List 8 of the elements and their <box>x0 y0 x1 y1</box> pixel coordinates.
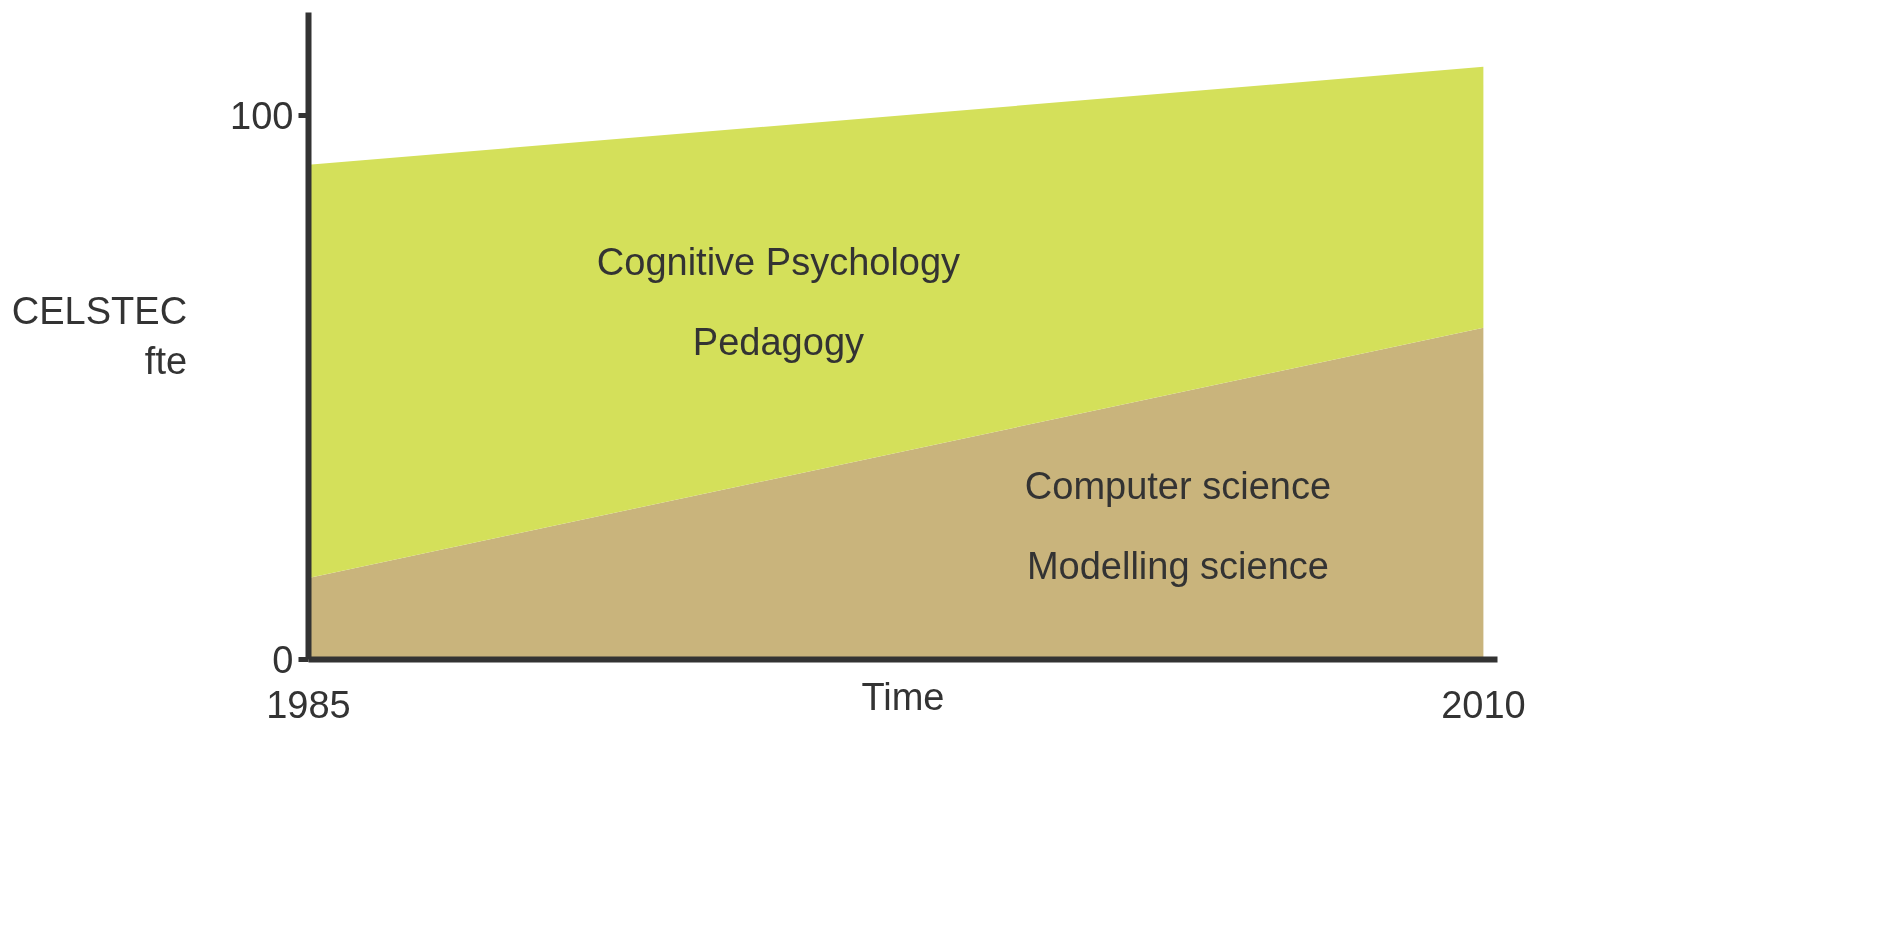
y-axis-title: CELSTEC fte <box>11 289 188 383</box>
x-tick-label: 2010 <box>1441 683 1526 726</box>
series-label: Computer science Modelling science <box>1024 465 1332 588</box>
series-label: Cognitive Psychology Pedagogy <box>596 240 961 363</box>
y-tick-label: 100 <box>230 95 294 138</box>
y-tick-label: 0 <box>272 639 294 681</box>
x-axis-title: Time <box>861 675 945 718</box>
x-tick-label: 1985 <box>266 683 351 726</box>
